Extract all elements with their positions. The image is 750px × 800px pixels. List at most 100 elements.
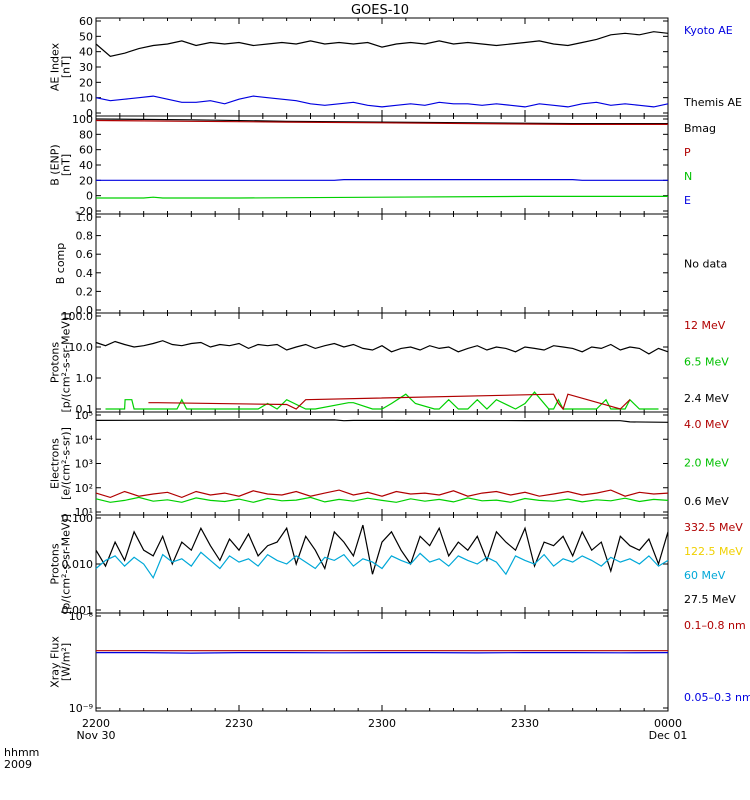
legend-entry: Bmag — [684, 122, 716, 135]
y-tick-label: -20 — [75, 205, 93, 218]
series-2-0-mev — [95, 496, 669, 503]
y-tick-label: 0 — [86, 107, 93, 120]
y-axis-label: Protons — [49, 342, 62, 383]
time-axis-row2-label: 2009 — [4, 758, 32, 771]
y-tick-label: 100 — [72, 113, 93, 126]
y-axis-label: [W/m²] — [60, 643, 73, 681]
y-tick-label: 0.2 — [76, 285, 94, 298]
legend-entry: Themis AE — [683, 96, 742, 109]
legend-entry: 0.6 MeV — [684, 495, 729, 508]
panel-frame — [95, 312, 669, 413]
legend-entry: N — [684, 170, 692, 183]
legend-entry: 27.5 MeV — [684, 593, 736, 606]
y-tick-label: 10 — [79, 92, 93, 105]
panel-xray: 10⁻⁹ 10⁻⁸ Xray Flux[W/m²] 0.1–0.8 nm 0.05–0.… — [49, 610, 750, 715]
y-axis-label: Electrons — [49, 438, 62, 489]
y-tick-label: 40 — [79, 46, 93, 59]
y-tick-label: 20 — [79, 76, 93, 89]
legend-entry: 0.05–0.3 nm — [684, 691, 750, 704]
y-tick-label: 0.6 — [76, 248, 94, 261]
y-axis-label: [p/(cm²-s-sr-MeV)] — [60, 313, 73, 413]
y-tick-label: 60 — [79, 144, 93, 157]
panel-ae: 0 10 20 30 40 50 60 AE Index[nT] Kyoto AE Themis … — [49, 15, 742, 120]
legend-entry: Kyoto AE — [684, 24, 733, 37]
panel-protons_low: 0.1 1.0 10.0 100.0 Protons[p/(cm²-s-sr-MeV)]… — [49, 310, 730, 416]
y-axis-label: [e/(cm²-s-sr)] — [60, 427, 73, 500]
panel-bcomp: 0.0 0.2 0.4 0.6 0.8 1.0 B comp No data — [54, 211, 727, 317]
y-tick-label: 60 — [79, 15, 93, 28]
series-60-mev — [95, 551, 669, 580]
y-tick-label: 10¹ — [75, 506, 93, 519]
y-tick-label: 0.001 — [62, 604, 94, 617]
legend-entry: No data — [684, 258, 727, 271]
y-axis-label: B comp — [54, 243, 67, 285]
x-tick-label: 2300 — [368, 717, 396, 730]
y-tick-label: 10⁻⁹ — [69, 702, 93, 715]
series-0-05-0-3-nm — [96, 651, 669, 654]
y-tick-label: 0.1 — [76, 403, 94, 416]
y-tick-label: 0.100 — [62, 512, 94, 525]
panel-bfield: -20 0 20 40 60 80 100 B (ENP)[nT] Bmag PNE — [49, 113, 717, 218]
x-tick-label: 2230 — [225, 717, 253, 730]
x-tick-date-label: Nov 30 — [77, 729, 116, 742]
series-e — [96, 179, 668, 181]
legend-entry: 4.0 MeV — [684, 418, 729, 431]
y-tick-label: 20 — [79, 174, 93, 187]
series-n — [96, 195, 668, 199]
x-tick-label: 0000 — [654, 717, 682, 730]
y-axis-label: B (ENP) — [49, 144, 62, 185]
panel-frame — [95, 17, 669, 117]
legend-entry: 2.4 MeV — [684, 392, 729, 405]
series-bmag — [95, 118, 668, 125]
y-tick-label: 100.0 — [62, 310, 94, 323]
legend-entry: 12 MeV — [684, 319, 726, 332]
x-tick-date-label: Dec 01 — [649, 729, 688, 742]
legend-entry: P — [684, 146, 691, 159]
panel-electrons: 10¹ 10² 10³ 10⁴ 10⁵ Electrons[e/(cm²-s-sr)] 4.… — [49, 409, 730, 519]
y-tick-label: 0.4 — [76, 267, 94, 280]
legend-entry: 332.5 MeV — [684, 521, 743, 534]
series-12-mev — [148, 393, 631, 411]
y-axis-label: [nT] — [60, 56, 73, 78]
legend-entry: 0.1–0.8 nm — [684, 619, 746, 632]
legend-entry: 60 MeV — [684, 569, 726, 582]
y-tick-label: 0 — [86, 190, 93, 203]
x-tick-label: 2330 — [511, 717, 539, 730]
series-4-0-mev — [95, 489, 669, 499]
y-tick-label: 30 — [79, 61, 93, 74]
panel-frame — [95, 115, 669, 215]
y-tick-label: 80 — [79, 128, 93, 141]
series-0-6-mev — [95, 419, 669, 423]
legend-entry: 2.0 MeV — [684, 457, 729, 470]
series-kyoto-ae — [95, 95, 669, 108]
panel-frame — [95, 213, 669, 314]
y-axis-label: Xray Flux — [49, 636, 62, 688]
y-axis-label: [nT] — [60, 154, 73, 176]
series-2-4-mev — [95, 340, 669, 355]
series-themis-ae — [95, 31, 669, 57]
legend-entry: 6.5 MeV — [684, 356, 729, 369]
series-6-5-mev — [105, 391, 659, 410]
y-tick-label: 10² — [75, 482, 93, 495]
y-tick-label: 10⁵ — [75, 409, 93, 422]
y-tick-label: 0.010 — [62, 558, 94, 571]
y-tick-label: 40 — [79, 159, 93, 172]
y-tick-label: 10³ — [75, 458, 93, 471]
panel-protons_high: 0.001 0.010 0.100 Protons[p/(cm²-s-sr-MeV)]… — [49, 512, 744, 617]
y-tick-label: 10⁴ — [75, 433, 94, 446]
legend-entry: 122.5 MeV — [684, 545, 743, 558]
plot-title: GOES-10 — [351, 3, 409, 18]
legend-entry: E — [684, 194, 691, 207]
y-axis-label: AE Index — [49, 42, 62, 91]
y-tick-label: 50 — [79, 30, 93, 43]
y-tick-label: 1.0 — [76, 211, 94, 224]
panel-frame — [95, 514, 669, 614]
y-tick-label: 0.8 — [76, 230, 94, 243]
y-tick-label: 10⁻⁸ — [69, 610, 94, 623]
y-tick-label: 1.0 — [76, 372, 94, 385]
series-27-5-mev — [95, 524, 669, 575]
y-axis-label: Protons — [49, 543, 62, 584]
